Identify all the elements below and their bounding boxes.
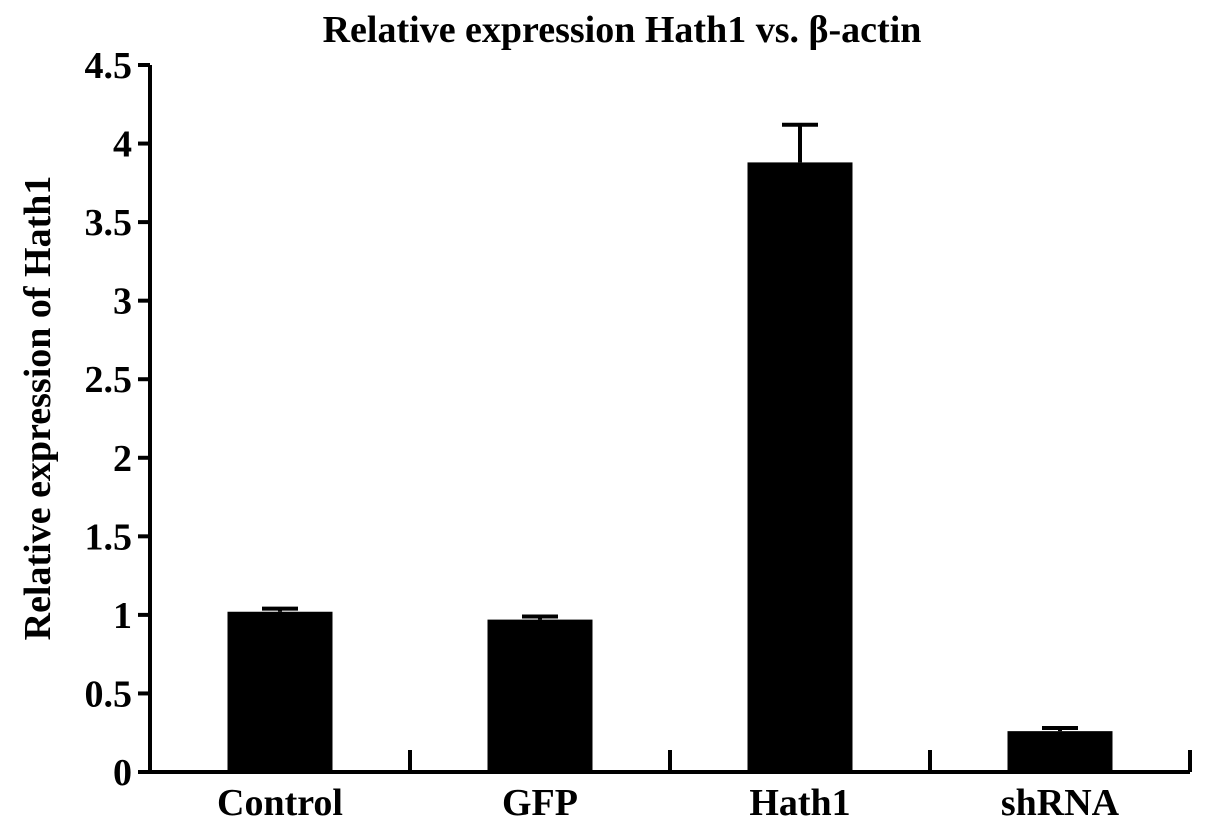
bar-hath1: [747, 162, 853, 773]
x-tick-label: Control: [217, 782, 343, 824]
y-tick-label: 1.5: [85, 516, 133, 558]
y-tick-label: 4.5: [85, 45, 133, 87]
y-tick-label: 3: [113, 281, 132, 323]
chart-title: Relative expression Hath1 vs. β-actin: [323, 9, 922, 51]
bar-shrna: [1007, 731, 1113, 772]
bar-gfp: [487, 619, 593, 772]
y-axis-label: Relative expression of Hath1: [17, 176, 59, 641]
y-axis: 0 0.5 1 1.5 2 2.5 3 3.5 4 4.5: [85, 45, 152, 794]
y-tick-label: 0: [113, 752, 132, 794]
bar-control: [227, 611, 333, 772]
x-tick-label: Hath1: [749, 782, 850, 824]
y-tick-label: 2.5: [85, 359, 133, 401]
x-tick-label: shRNA: [1001, 782, 1120, 824]
y-tick-label: 0.5: [85, 673, 133, 715]
y-tick-label: 1: [113, 595, 132, 637]
y-tick-label: 2: [113, 438, 132, 480]
x-tick-label: GFP: [502, 782, 578, 824]
y-tick-label: 3.5: [85, 202, 133, 244]
bars: [227, 122, 1113, 773]
y-tick-label: 4: [113, 124, 132, 166]
